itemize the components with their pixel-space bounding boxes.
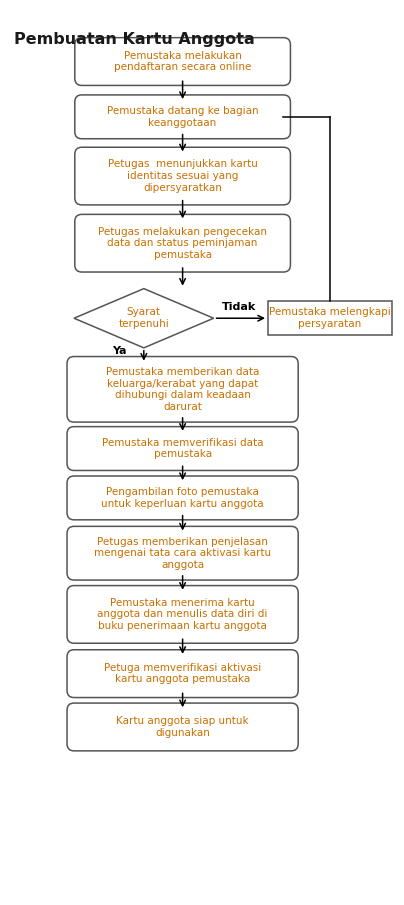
Text: Pemustaka memverifikasi data
pemustaka: Pemustaka memverifikasi data pemustaka (102, 438, 263, 460)
FancyBboxPatch shape (75, 95, 290, 138)
Text: Pemustaka melengkapi
persyaratan: Pemustaka melengkapi persyaratan (269, 308, 391, 329)
Text: Pemustaka memberikan data
keluarga/kerabat yang dapat
dihubungi dalam keadaan
da: Pemustaka memberikan data keluarga/kerab… (106, 367, 259, 412)
FancyBboxPatch shape (67, 357, 298, 422)
FancyBboxPatch shape (67, 703, 298, 751)
Text: Petugas memberikan penjelasan
mengenai tata cara aktivasi kartu
anggota: Petugas memberikan penjelasan mengenai t… (94, 537, 271, 570)
Text: Petugas melakukan pengecekan
data dan status peminjaman
pemustaka: Petugas melakukan pengecekan data dan st… (98, 226, 267, 260)
Bar (268, 301, 392, 335)
Text: Pembuatan Kartu Anggota: Pembuatan Kartu Anggota (14, 32, 255, 47)
FancyBboxPatch shape (67, 426, 298, 471)
FancyBboxPatch shape (67, 650, 298, 698)
FancyBboxPatch shape (67, 527, 298, 580)
FancyBboxPatch shape (75, 38, 290, 85)
Text: Pemustaka melakukan
pendaftaran secara online: Pemustaka melakukan pendaftaran secara o… (114, 51, 251, 72)
FancyBboxPatch shape (75, 148, 290, 205)
Text: Ya: Ya (112, 346, 126, 356)
FancyBboxPatch shape (67, 586, 298, 643)
Text: Pemustaka datang ke bagian
keanggotaan: Pemustaka datang ke bagian keanggotaan (107, 106, 259, 128)
Polygon shape (74, 289, 214, 348)
FancyBboxPatch shape (67, 476, 298, 519)
Text: Pemustaka menerima kartu
anggota dan menulis data diri di
buku penerimaan kartu : Pemustaka menerima kartu anggota dan men… (97, 598, 268, 631)
Text: Petuga memverifikasi aktivasi
kartu anggota pemustaka: Petuga memverifikasi aktivasi kartu angg… (104, 662, 261, 684)
Text: Tidak: Tidak (222, 302, 256, 312)
Text: Pengambilan foto pemustaka
untuk keperluan kartu anggota: Pengambilan foto pemustaka untuk keperlu… (101, 487, 264, 509)
FancyBboxPatch shape (75, 214, 290, 272)
Text: Kartu anggota siap untuk
digunakan: Kartu anggota siap untuk digunakan (116, 716, 249, 738)
Text: Syarat
terpenuhi: Syarat terpenuhi (118, 308, 169, 329)
Text: Petugas  menunjukkan kartu
identitas sesuai yang
dipersyaratkan: Petugas menunjukkan kartu identitas sesu… (108, 159, 257, 193)
